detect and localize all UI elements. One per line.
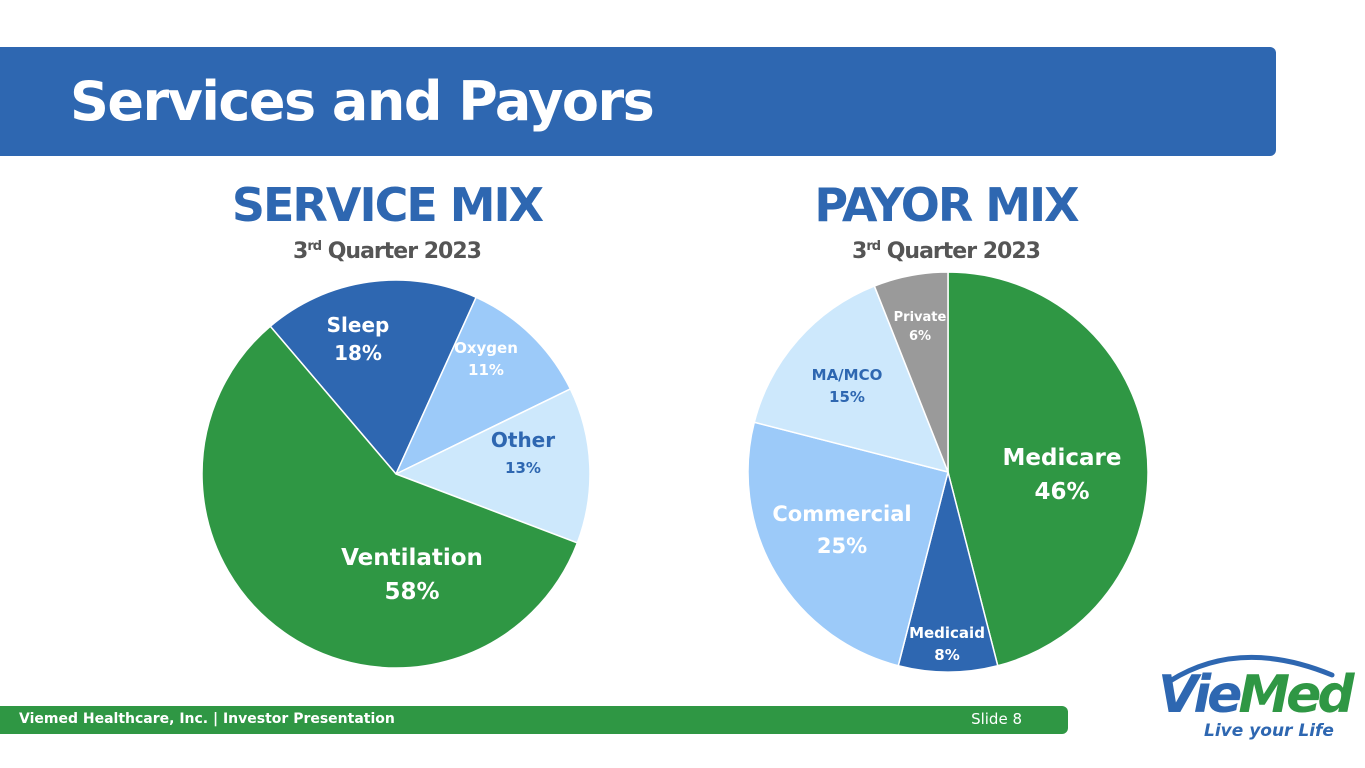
service-mix-value-sleep: 18% [334, 341, 382, 365]
logo-tagline: Live your Life [1204, 721, 1334, 741]
payor-mix-slice-commercial [747, 421, 949, 667]
payor-mix-subtitle-prefix: 3 [852, 239, 867, 264]
service-mix-slice-sleep [269, 279, 478, 476]
service-mix-value-ventilation: 58% [384, 579, 439, 605]
payor-mix-slice-ma-mco [753, 285, 950, 474]
payor-mix-label-private: Private [894, 310, 947, 325]
payor-mix-slice-private [873, 271, 949, 473]
payor-mix-label-medicare: Medicare [1003, 445, 1122, 471]
payor-mix-slice-medicare [947, 271, 1149, 667]
viemed-logo: VieMed Live your Life [1150, 645, 1355, 745]
footer-company: Viemed Healthcare, Inc. | Investor Prese… [19, 711, 395, 727]
logo-word-vie: Vie [1158, 665, 1242, 725]
payor-mix-value-medicare: 46% [1034, 479, 1089, 505]
logo-swoosh-icon [1167, 654, 1335, 684]
service-mix-label-other: Other [491, 428, 555, 452]
service-mix-title: SERVICE MIX [231, 178, 544, 232]
footer-bar: Viemed Healthcare, Inc. | Investor Prese… [0, 706, 1068, 734]
payor-mix-subtitle: 3rd Quarter 2023 [696, 234, 1196, 265]
payor-mix-value-private: 6% [909, 329, 931, 344]
service-mix-value-other: 13% [505, 459, 541, 477]
payor-mix-label-commercial: Commercial [772, 502, 911, 526]
service-mix-subtitle: 3rd Quarter 2023 [137, 234, 637, 265]
service-mix-subtitle-suffix: Quarter 2023 [321, 239, 482, 264]
service-mix-label-sleep: Sleep [327, 313, 390, 337]
service-mix-subtitle-sup: rd [307, 239, 322, 254]
service-mix-slices [201, 279, 591, 669]
page-title: Services and Payors [70, 70, 655, 133]
payor-mix-slices [747, 271, 1149, 673]
service-mix-slice-ventilation [201, 325, 579, 669]
payor-mix-title: PAYOR MIX [814, 178, 1079, 232]
logo-word-med: Med [1238, 665, 1354, 725]
payor-mix-value-ma-mco: 15% [829, 388, 865, 406]
service-mix-value-oxygen: 11% [468, 361, 504, 379]
slide-number: Slide 8 [971, 710, 1022, 728]
service-mix-label-oxygen: Oxygen [454, 339, 518, 357]
payor-mix-slice-medicaid [897, 471, 999, 673]
payor-mix-subtitle-sup: rd [866, 239, 881, 254]
payor-mix-value-commercial: 25% [817, 534, 867, 558]
service-mix-label-ventilation: Ventilation [341, 545, 483, 571]
logo-wordmark: VieMed [1158, 665, 1355, 725]
title-bar: Services and Payors [0, 47, 1276, 156]
service-mix-slice-other [394, 387, 591, 544]
payor-mix-label-ma-mco: MA/MCO [812, 366, 883, 384]
service-mix-subtitle-prefix: 3 [293, 239, 308, 264]
payor-mix-label-medicaid: Medicaid [909, 624, 985, 642]
service-mix-slice-oxygen [394, 296, 572, 476]
payor-mix-subtitle-suffix: Quarter 2023 [880, 239, 1041, 264]
payor-mix-value-medicaid: 8% [934, 646, 959, 664]
